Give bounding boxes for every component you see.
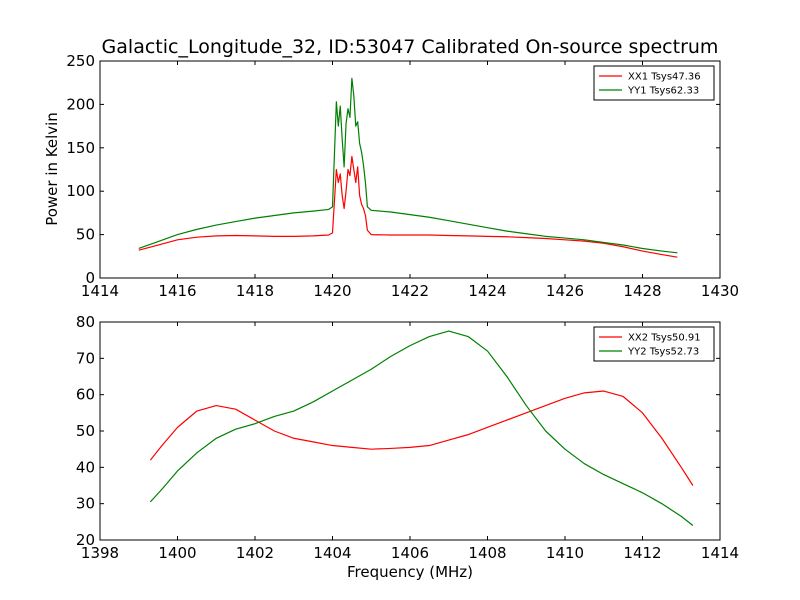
top-panel-series-line-2 — [138, 77, 678, 254]
top-panel-legend-box — [593, 65, 715, 101]
top-panel-x-tick-label: 1418 — [236, 282, 274, 300]
bottom-panel-x-tick-label: 1412 — [623, 544, 661, 562]
bottom-panel-x-tick-label: 1402 — [236, 544, 274, 562]
top-panel-y-tick-label: 200 — [66, 95, 95, 113]
top-panel-x-tick-label: 1422 — [391, 282, 429, 300]
bottom-panel-legend-entry: YY2 Tsys52.73 — [627, 347, 699, 358]
top-panel-legend-entry: XX1 Tsys47.36 — [628, 72, 701, 83]
top-panel-legend: XX1 Tsys47.36 YY1 Tsys62.33 — [593, 65, 715, 101]
bottom-panel: 1398 1400 1402 1404 1406 1408 1410 1412 1414 20 30… — [76, 313, 739, 562]
top-panel-legend-entry: YY1 Tsys62.33 — [627, 86, 699, 97]
top-panel-x-tick-label: 1420 — [313, 282, 351, 300]
top-panel-y-tick-label: 250 — [66, 52, 95, 70]
bottom-panel-x-tick-label: 1410 — [546, 544, 584, 562]
top-panel-y-tick-label: 50 — [76, 226, 95, 244]
bottom-panel-x-tick-label: 1398 — [81, 544, 119, 562]
bottom-panel-series-line-1 — [149, 390, 694, 486]
bottom-panel-y-tick-label: 20 — [76, 531, 95, 549]
bottom-panel-x-tick-label: 1400 — [158, 544, 196, 562]
y-axis-label-top: Power in Kelvin — [43, 112, 61, 226]
top-panel-x-tick-label: 1416 — [158, 282, 196, 300]
top-panel-x-tick-label: 1414 — [81, 282, 119, 300]
bottom-panel-y-tick-label: 50 — [76, 422, 95, 440]
bottom-panel-y-tick-label: 30 — [76, 495, 95, 513]
top-panel-x-tick-label: 1428 — [623, 282, 661, 300]
bottom-panel-series-line-2 — [149, 330, 694, 526]
bottom-panel-y-tick-label: 40 — [76, 458, 95, 476]
bottom-panel-x-tick-label: 1408 — [468, 544, 506, 562]
top-panel-y-tick-label: 0 — [85, 269, 95, 287]
bottom-panel-legend-box — [593, 326, 715, 362]
bottom-panel-y-tick-label: 80 — [76, 313, 95, 331]
chart-title: Galactic_Longitude_32, ID:53047 Calibrat… — [102, 36, 719, 58]
bottom-panel-x-tick-label: 1404 — [313, 544, 351, 562]
bottom-panel-legend: XX2 Tsys50.91 YY2 Tsys52.73 — [593, 326, 715, 362]
bottom-panel-y-tick-label: 70 — [76, 349, 95, 367]
top-panel-y-tick-label: 100 — [66, 182, 95, 200]
top-panel-x-tick-label: 1426 — [546, 282, 584, 300]
bottom-panel-x-tick-label: 1414 — [701, 544, 739, 562]
bottom-panel-legend-entry: XX2 Tsys50.91 — [628, 333, 701, 344]
top-panel-y-tick-label: 150 — [66, 139, 95, 157]
x-axis-label: Frequency (MHz) — [347, 563, 473, 581]
bottom-panel-y-tick-label: 60 — [76, 386, 95, 404]
bottom-panel-x-tick-label: 1406 — [391, 544, 429, 562]
top-panel-series-line-1 — [138, 155, 678, 258]
top-panel-x-tick-label: 1424 — [468, 282, 506, 300]
top-panel-x-tick-label: 1430 — [701, 282, 739, 300]
top-panel: 1414 1416 1418 1420 1422 1424 1426 1428 1430 0 50 1… — [66, 52, 739, 300]
